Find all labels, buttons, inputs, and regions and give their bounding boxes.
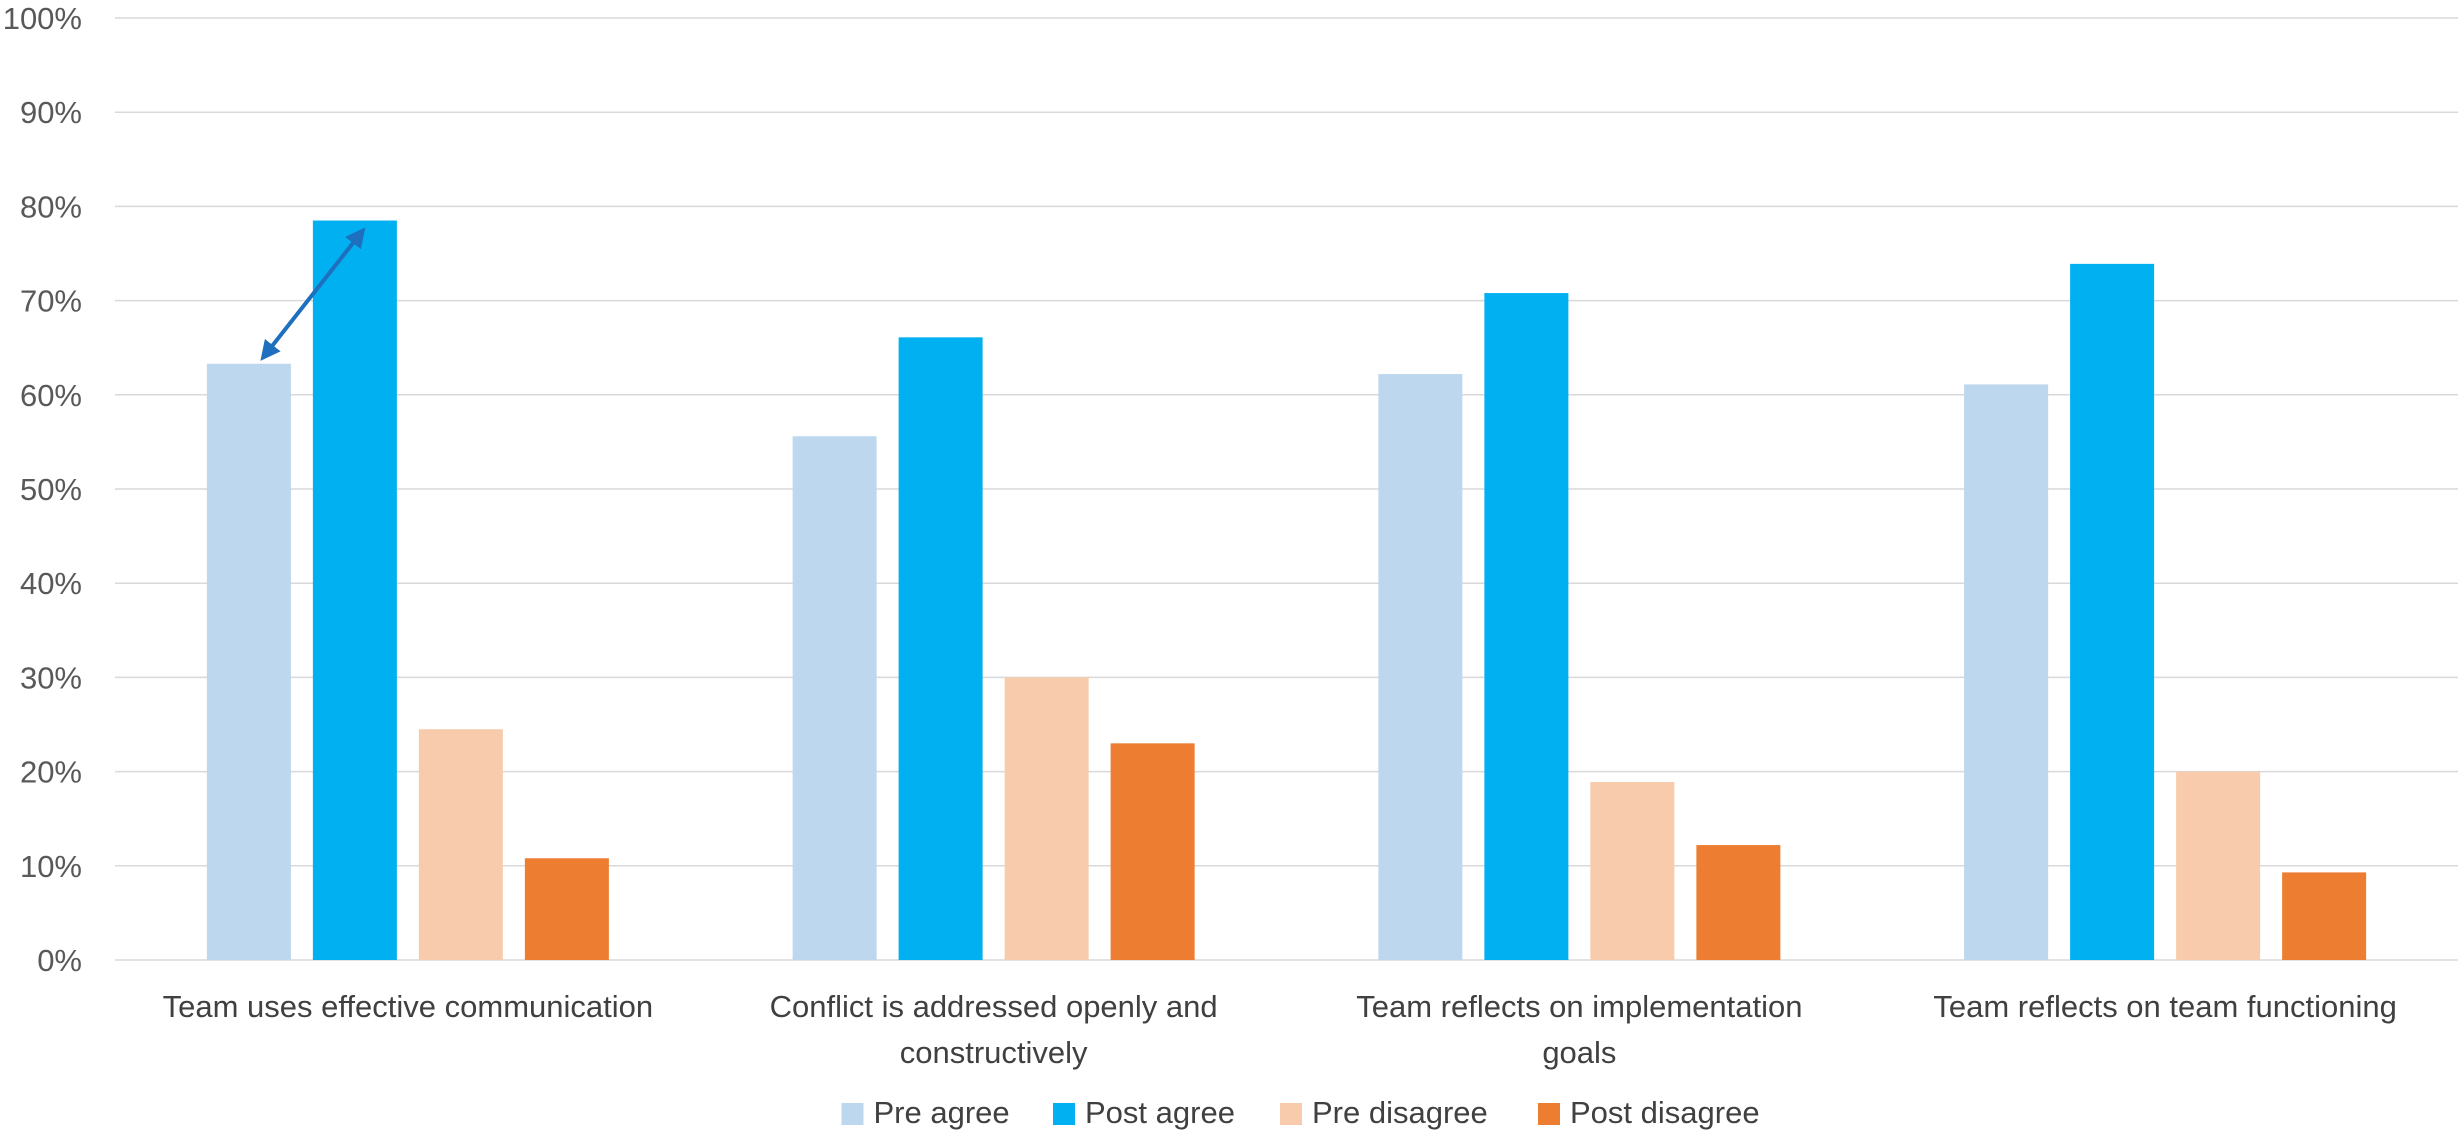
annotations <box>260 227 366 361</box>
gridlines <box>115 17 2458 961</box>
legend-label: Pre agree <box>874 1095 1010 1130</box>
bar-post-agree <box>898 337 983 960</box>
y-axis-tick-labels: 0% 10% 20% 30% 40% 50% 60% 70% 80% 90% 100% <box>3 1 82 978</box>
y-tick-label: 20% <box>20 755 82 790</box>
legend-swatch <box>1280 1103 1302 1125</box>
bar-pre-disagree <box>2176 771 2261 960</box>
x-axis-category-labels: Team uses effective communication Conflic… <box>163 989 2397 1070</box>
bar-pre-agree <box>1378 374 1463 960</box>
y-tick-label: 40% <box>20 566 82 601</box>
bar-pre-agree <box>206 363 291 960</box>
x-category-label: constructively <box>900 1035 1088 1070</box>
y-tick-label: 90% <box>20 95 82 130</box>
bar-post-agree <box>2070 263 2155 960</box>
y-tick-label: 0% <box>37 943 82 978</box>
legend-label: Pre disagree <box>1312 1095 1488 1130</box>
x-category-label: Team uses effective communication <box>163 989 654 1024</box>
legend-swatch <box>841 1103 864 1125</box>
legend-label: Post agree <box>1085 1095 1235 1130</box>
y-tick-label: 10% <box>20 849 82 884</box>
x-category-label: goals <box>1542 1035 1616 1070</box>
y-tick-label: 100% <box>3 1 82 36</box>
bar-pre-agree <box>792 436 877 960</box>
bar-post-agree <box>1484 293 1569 961</box>
y-tick-label: 70% <box>20 284 82 319</box>
bar-pre-disagree <box>1590 781 1675 960</box>
bars <box>206 220 2367 961</box>
bar-post-disagree <box>1110 743 1195 960</box>
x-category-label: Team reflects on team functioning <box>1933 989 2397 1024</box>
legend: Pre agree Post agree Pre disagree Post disa… <box>841 1095 1760 1130</box>
y-tick-label: 80% <box>20 189 82 224</box>
legend-swatch <box>1053 1103 1075 1125</box>
x-category-label: Conflict is addressed openly and <box>770 989 1218 1024</box>
x-category-label: Team reflects on implementation <box>1356 989 1802 1024</box>
y-tick-label: 50% <box>20 472 82 507</box>
bar-pre-disagree <box>1004 677 1089 960</box>
bar-post-disagree <box>524 858 609 960</box>
legend-swatch <box>1538 1103 1560 1125</box>
y-tick-label: 30% <box>20 660 82 695</box>
y-tick-label: 60% <box>20 378 82 413</box>
change-arrow <box>260 227 366 361</box>
bar-post-disagree <box>2282 872 2367 960</box>
legend-label: Post disagree <box>1570 1095 1760 1130</box>
bar-post-agree <box>312 220 397 960</box>
bar-post-disagree <box>1696 845 1781 960</box>
bar-pre-agree <box>1964 384 2049 960</box>
bar-pre-disagree <box>418 729 503 960</box>
